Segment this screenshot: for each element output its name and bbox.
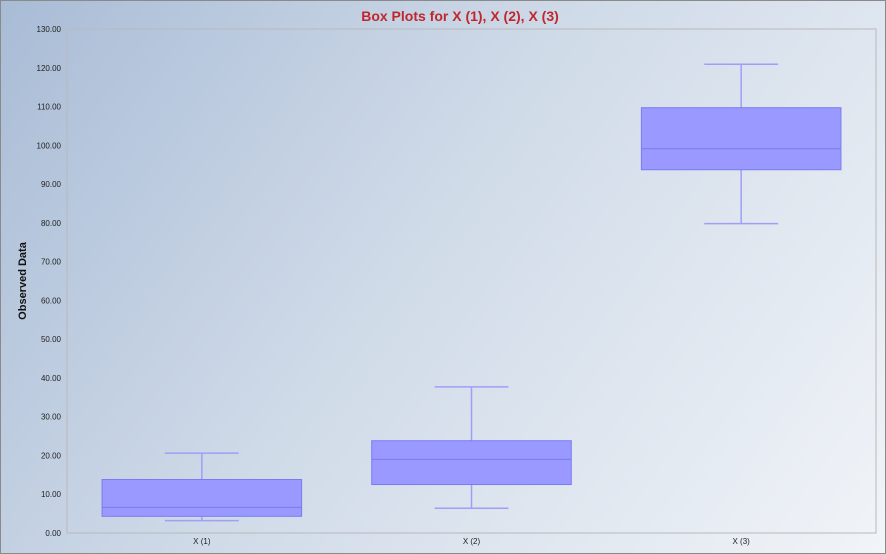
plot-area (66, 28, 877, 534)
y-tick-label: 30.00 (41, 413, 62, 422)
chart-title: Box Plots for X (1), X (2), X (3) (361, 8, 559, 24)
iqr-box (101, 478, 303, 517)
y-tick-label: 40.00 (41, 374, 62, 383)
boxes-layer (101, 63, 842, 522)
y-tick-label: 20.00 (41, 451, 62, 460)
y-tick-label: 100.00 (37, 141, 62, 150)
x-tick-label: X (1) (193, 537, 211, 546)
y-tick-label: 130.00 (37, 25, 62, 34)
y-tick-label: 110.00 (37, 103, 61, 112)
y-tick-label: 50.00 (41, 335, 62, 344)
y-axis-ticks: 0.00 10.00 20.00 30.00 40.00 50.00 60.00 70.00 8… (37, 25, 62, 538)
y-tick-label: 0.00 (45, 529, 61, 538)
iqr-box (640, 107, 842, 171)
box-3 (640, 63, 842, 225)
x-tick-label: X (3) (732, 537, 750, 546)
y-tick-label: 70.00 (41, 258, 62, 267)
box-2 (371, 386, 572, 509)
y-tick-label: 60.00 (41, 296, 62, 305)
y-tick-label: 120.00 (37, 64, 62, 73)
box-1 (101, 452, 303, 522)
plot-border (66, 28, 877, 534)
y-tick-label: 90.00 (41, 180, 62, 189)
x-tick-label: X (2) (463, 537, 481, 546)
y-tick-label: 10.00 (41, 490, 62, 499)
y-tick-label: 80.00 (41, 219, 62, 228)
x-axis-ticks: X (1) X (2) X (3) (193, 537, 750, 546)
y-axis-title: Observed Data (17, 241, 29, 320)
iqr-box (371, 440, 572, 486)
